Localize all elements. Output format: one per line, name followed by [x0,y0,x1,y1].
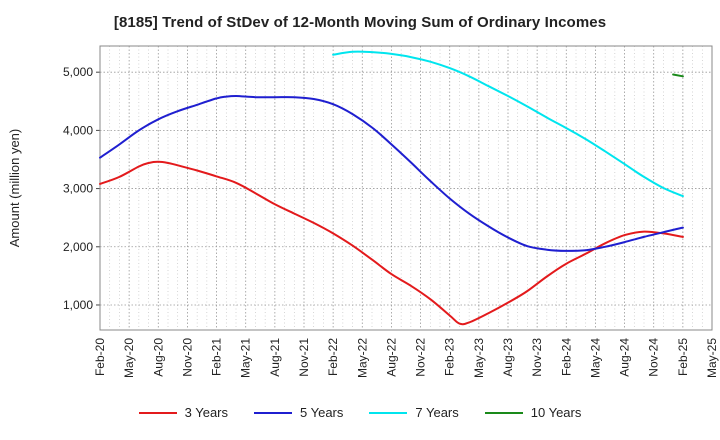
x-tick-label: Feb-23 [443,338,457,376]
y-tick-label: 3,000 [63,182,93,196]
x-tick-label: Feb-22 [326,338,340,376]
x-tick-label: May-20 [122,338,136,378]
x-tick-label: Nov-22 [414,338,428,377]
series-line-3-years [99,160,684,326]
plot-frame [99,45,713,331]
legend-item-10-years: 10 Years [484,405,582,420]
y-tick-label: 1,000 [63,298,93,312]
legend-swatch-10-years [484,411,523,414]
x-tick-label: Nov-23 [530,338,544,377]
legend-label-3-years: 3 Years [184,405,228,420]
legend-item-3-years: 3 Years [138,405,228,420]
series-line-10-years [672,73,684,78]
x-tick-label: May-24 [588,338,602,378]
x-tick-label: Aug-24 [618,338,632,377]
series-line-7-years [332,50,684,198]
x-tick-label: Feb-20 [93,338,107,376]
legend-label-7-years: 7 Years [415,405,459,420]
x-tick-label: Feb-21 [210,338,224,376]
x-tick-label: Aug-23 [501,338,515,377]
legend-swatch-7-years [369,411,408,414]
x-tick-label: Aug-20 [151,338,165,377]
x-tick-label: Nov-24 [647,338,661,377]
plot-background [100,46,712,330]
y-tick-label: 2,000 [63,240,93,254]
x-tick-label: Feb-24 [559,338,573,376]
legend: 3 Years 5 Years 7 Years 10 Years [0,405,720,420]
x-tick-label: May-23 [472,338,486,378]
x-tick-label: May-21 [239,338,253,378]
x-tick-label: May-25 [705,338,719,378]
legend-swatch-3-years [138,411,177,414]
legend-item-5-years: 5 Years [254,405,343,420]
x-tick-label: Aug-21 [268,338,282,377]
x-tick-label: Nov-20 [180,338,194,377]
y-tick-label: 5,000 [63,65,93,79]
x-tick-label: Feb-25 [676,338,690,376]
x-tick-label: May-22 [355,338,369,378]
y-axis-label: Amount (million yen) [7,129,22,248]
x-tick-label: Nov-21 [297,338,311,377]
legend-item-7-years: 7 Years [369,405,459,420]
legend-label-10-years: 10 Years [530,405,582,420]
chart-title: [8185] Trend of StDev of 12-Month Moving… [113,14,607,31]
series-line-5-years [99,95,684,252]
y-tick-label: 4,000 [63,123,93,137]
legend-label-5-years: 5 Years [300,405,344,420]
legend-swatch-5-years [254,411,292,414]
x-tick-label: Aug-22 [384,338,398,377]
